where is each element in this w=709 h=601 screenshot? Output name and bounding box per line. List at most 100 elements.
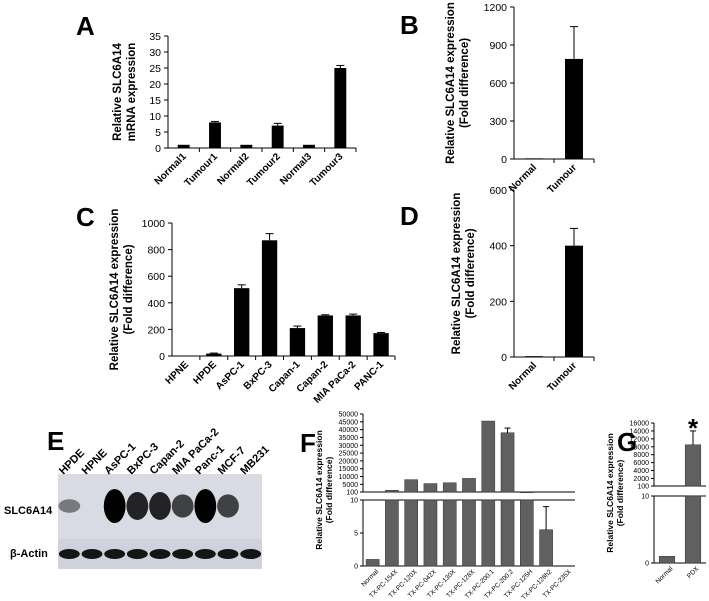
y-tick-label: 10 [149, 111, 161, 123]
bar-aspc-1 [234, 288, 250, 356]
panel-letter-g: G [617, 427, 637, 457]
y-tick-label: 1000 [142, 218, 166, 230]
y-tick-label: 6000 [633, 460, 649, 467]
x-tick-label-normal: Normal [655, 565, 675, 585]
band-actin-aspc-1 [104, 549, 126, 559]
y-axis-label: Relative SLC6A14 expression(Fold differe… [451, 193, 477, 355]
x-tick-label-pdx: PDX [686, 565, 701, 580]
bar-tx-pc-200-2 [500, 499, 515, 567]
y-tick-label: 25 [149, 63, 161, 75]
panel-letter-b: B [400, 10, 419, 40]
chart-c: Relative SLC6A14 expression (Fold differe… [109, 209, 396, 406]
band-actin-panc-1 [194, 549, 216, 559]
bar-bxpc-3 [261, 240, 278, 356]
band-actin-hpde [58, 549, 80, 559]
bar-tx-pc-125h [520, 499, 534, 567]
x-tick-label-hpne: HPNE [164, 359, 192, 387]
y-tick-label: 0 [354, 564, 358, 571]
bar-tx-pc-120x [404, 499, 418, 567]
y-axis-label: Relative SLC6A14 expression(Fold differe… [314, 430, 334, 550]
band-slc6a14-hpde [58, 499, 81, 513]
band-slc6a14-bxpc-3 [126, 492, 149, 520]
band-actin-mia-paca-2 [172, 549, 194, 559]
y-tick-label: 10 [641, 494, 649, 501]
bar-normal [525, 356, 543, 357]
y-tick-label: 300 [489, 116, 507, 128]
y-tick-label: 30 [149, 47, 161, 59]
panel-letter-d: D [400, 201, 419, 231]
y-tick-label: 10 [350, 498, 358, 505]
x-tick-label-aspc-1: AsPC-1 [214, 359, 247, 392]
x-tick-label-tumour2: Tumour2 [245, 151, 283, 189]
x-tick-label-panc-1: PANC-1 [353, 359, 387, 393]
y-tick-label: 600 [147, 271, 165, 283]
y-tick-label: 0 [645, 561, 649, 568]
band-actin-hpne [81, 549, 103, 559]
band-actin-capan-2 [149, 549, 171, 559]
x-tick-label-tumour: Tumour [546, 360, 580, 394]
band-actin-mcf-7 [217, 549, 239, 559]
y-axis-label: Relative SLC6A14 expression(Fold differe… [605, 433, 625, 553]
y-axis-label: Relative SLC6A14 expression(Fold differe… [445, 2, 471, 164]
y-tick-label: 100 [346, 490, 358, 497]
y-tick-label: 5000 [342, 482, 358, 489]
y-tick-label: 0 [159, 351, 165, 363]
y-axis-label: Relative SLC6A14 mRNA expression [112, 42, 138, 141]
bar-normal [525, 158, 543, 160]
y-tick-label: 800 [147, 245, 165, 257]
lane-label-mb231: MB231 [238, 444, 272, 478]
y-tick-label: 0 [501, 154, 507, 166]
y-tick-label: 1200 [484, 2, 508, 14]
y-tick-label: 4000 [633, 468, 649, 475]
y-tick-label: 16000 [630, 421, 650, 428]
x-tick-label-normal: Normal [507, 360, 539, 392]
chart-a: Relative SLC6A14 mRNA expression 0 5 10 15 20 2… [112, 31, 357, 189]
y-tick-label: 200 [489, 296, 507, 308]
bar-normal1 [177, 144, 190, 148]
bar-capan-1 [289, 328, 306, 356]
y-tick-label: 40000 [339, 427, 359, 434]
y-tick-label: 100 [637, 484, 649, 491]
y-tick-label: 35000 [339, 435, 359, 442]
y-tick-label: 10000 [339, 474, 359, 481]
y-tick-label: 50000 [339, 412, 359, 419]
bar-upper-pdx [684, 444, 702, 487]
bar-tx-pc-154x [385, 499, 399, 567]
y-axis-label: Relative SLC6A14 expression(Fold differe… [109, 209, 135, 371]
y-tick-label: 400 [147, 298, 165, 310]
chart-d: Relative SLC6A14 expression (Fold differe… [451, 185, 595, 394]
row-label-beta-actin: β-Actin [10, 548, 48, 560]
band-actin-mb231 [240, 549, 262, 559]
y-tick-label: 0 [155, 143, 161, 155]
y-tick-label: 5 [354, 531, 358, 538]
chart-b: Relative SLC6A14 expression (Fold differe… [445, 2, 595, 196]
bar-mia-paca-2 [345, 315, 361, 356]
x-tick-label-tumour: Tumour [546, 162, 580, 196]
western-blot-e: SLC6A14β-ActinHPDEHPNEAsPC-1BxPC-3Capan-… [4, 426, 272, 569]
bar-capan-2 [317, 315, 333, 356]
bar-tx-pc-128h2 [539, 529, 553, 567]
bar-normal2 [240, 144, 253, 148]
y-tick-label: 200 [147, 324, 165, 336]
y-tick-label: 600 [489, 78, 507, 90]
band-slc6a14-mcf-7 [217, 494, 239, 518]
bar-upper-tx-pc-120x [404, 479, 418, 493]
bar-upper-tx-pc-130x [442, 482, 457, 493]
bar-tumour [565, 58, 583, 159]
y-tick-label: 45000 [339, 419, 359, 426]
band-slc6a14-panc-1 [194, 489, 217, 523]
bar-tx-pc-128x [462, 499, 476, 567]
x-tick-label-tumour3: Tumour3 [308, 151, 346, 189]
bar-normal [658, 556, 676, 564]
bar-upper-tx-pc-200-1 [481, 420, 496, 493]
chart-g: Relative SLC6A14 expression(Fold differe… [605, 413, 706, 585]
bar-tumour1 [209, 122, 221, 148]
y-tick-label: 30000 [339, 443, 359, 450]
panel-letter-f: F [300, 428, 316, 458]
y-tick-label: 20 [149, 79, 161, 91]
panel-letter-c: C [76, 202, 95, 232]
x-tick-label-tumour1: Tumour1 [183, 151, 221, 189]
bar-tx-pc-200-1 [481, 499, 496, 567]
y-tick-label: 400 [489, 241, 507, 253]
